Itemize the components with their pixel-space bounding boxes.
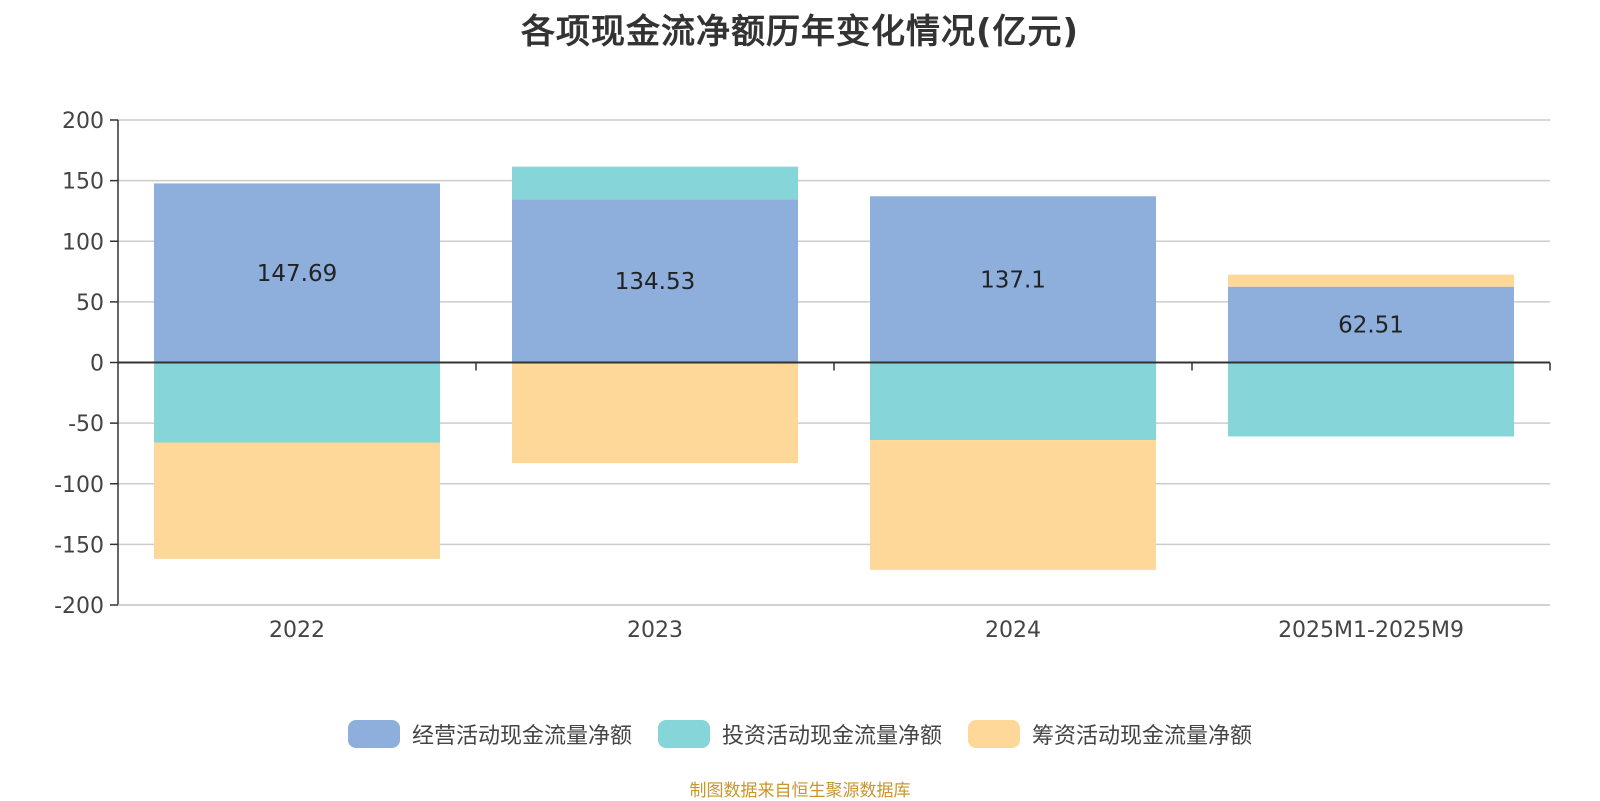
y-tick-label: 100 — [62, 230, 104, 255]
data-label: 147.69 — [257, 261, 337, 287]
y-tick-label: -200 — [54, 594, 104, 619]
x-tick-label: 2022 — [269, 618, 325, 643]
bar-investing — [870, 363, 1156, 441]
x-tick-label: 2024 — [985, 618, 1041, 643]
legend-item-financing[interactable]: 筹资活动现金流量净额 — [968, 718, 1252, 750]
y-tick-label: 0 — [90, 352, 104, 377]
bar-investing — [1228, 363, 1514, 437]
y-tick-label: -150 — [54, 533, 104, 558]
legend-label-operating: 经营活动现金流量净额 — [412, 718, 632, 750]
legend-label-financing: 筹资活动现金流量净额 — [1032, 718, 1252, 750]
bar-financing — [870, 440, 1156, 570]
data-label: 134.53 — [615, 269, 695, 295]
legend-label-investing: 投资活动现金流量净额 — [722, 718, 942, 750]
legend-swatch-investing — [658, 720, 710, 748]
stacked-bar-chart: 200 150 100 50 0 -50 -100 -150 -200 2022 2023 2024 2… — [0, 0, 1600, 700]
bar-investing — [154, 363, 440, 443]
bar-financing — [512, 363, 798, 464]
data-label: 137.1 — [980, 267, 1046, 293]
data-label: 62.51 — [1338, 313, 1404, 339]
legend-item-operating[interactable]: 经营活动现金流量净额 — [348, 718, 632, 750]
legend: 经营活动现金流量净额 投资活动现金流量净额 筹资活动现金流量净额 — [0, 718, 1600, 750]
bar-investing — [512, 167, 798, 200]
x-tick-label: 2025M1-2025M9 — [1278, 618, 1464, 643]
source-note: 制图数据来自恒生聚源数据库 — [0, 776, 1600, 801]
bar-financing — [154, 443, 440, 559]
y-tick-label: -50 — [68, 412, 104, 437]
x-tick-label: 2023 — [627, 618, 683, 643]
y-tick-label: 150 — [62, 170, 104, 195]
bar-financing — [1228, 275, 1514, 287]
y-tick-label: -100 — [54, 473, 104, 498]
legend-item-investing[interactable]: 投资活动现金流量净额 — [658, 718, 942, 750]
y-tick-label: 200 — [62, 109, 104, 134]
legend-swatch-financing — [968, 720, 1020, 748]
y-tick-label: 50 — [76, 291, 104, 316]
legend-swatch-operating — [348, 720, 400, 748]
